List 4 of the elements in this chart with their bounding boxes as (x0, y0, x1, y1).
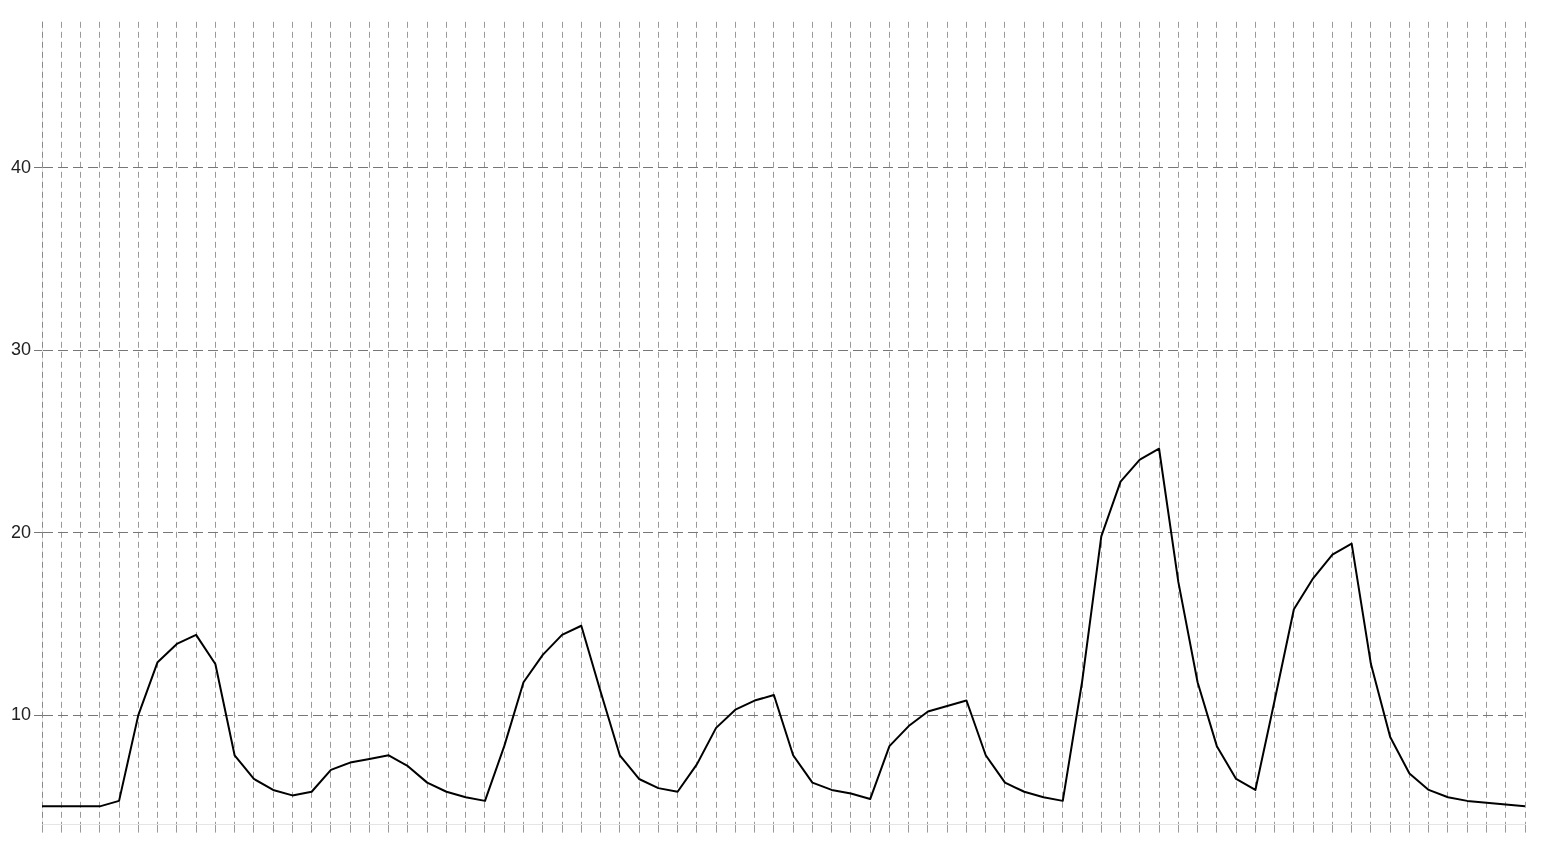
y-tick-label: 10 (10, 704, 32, 725)
y-tick-label: 20 (10, 521, 32, 542)
y-tick-label: 40 (10, 156, 32, 177)
y-tick-label: 30 (10, 339, 32, 360)
